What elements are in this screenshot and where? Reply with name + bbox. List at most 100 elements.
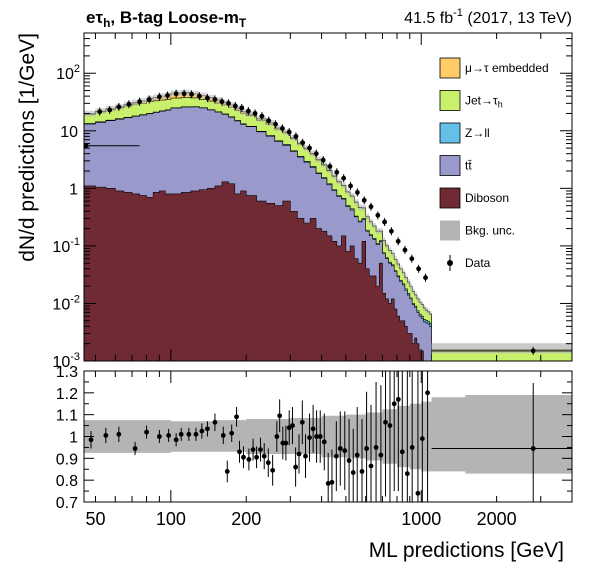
- ratio-point: [261, 453, 267, 459]
- ratio-point: [364, 446, 369, 451]
- ratio-point: [391, 401, 397, 407]
- data-point: [382, 219, 388, 225]
- data-point: [137, 99, 142, 105]
- main-ytick-label: 1: [69, 181, 78, 198]
- ratio-point: [250, 447, 256, 452]
- ratio-point: [283, 440, 289, 446]
- data-point: [286, 129, 292, 135]
- data-point: [388, 228, 394, 234]
- ratio-point: [116, 431, 122, 437]
- main-x-ticks: [94, 33, 542, 361]
- data-point: [375, 212, 381, 218]
- ratio-point: [258, 447, 263, 452]
- data-point: [313, 151, 319, 157]
- ratio-point: [333, 453, 339, 459]
- legend-marker-data: [447, 260, 453, 266]
- legend-label-ttbar: tt̄: [465, 159, 472, 173]
- data-point: [300, 140, 306, 146]
- data-point: [165, 93, 170, 98]
- ratio-point: [212, 419, 218, 425]
- ratio-point: [342, 448, 348, 454]
- ratio-xtick-label: 2000: [477, 509, 517, 529]
- legend-label-diboson: Diboson: [465, 191, 509, 205]
- data-point: [126, 101, 132, 107]
- ratio-point: [404, 471, 410, 477]
- data-point: [245, 108, 251, 114]
- data-point: [173, 91, 179, 97]
- ratio-ytick-label: 1: [69, 430, 78, 447]
- data-point: [239, 105, 245, 111]
- ratio-point: [299, 419, 305, 425]
- ratio-ytick-label: 0.9: [56, 451, 78, 468]
- ratio-xtick-label: 200: [231, 509, 261, 529]
- ratio-point: [321, 439, 327, 445]
- main-ytick-label: 10-2: [52, 293, 80, 313]
- legend: μ→τ embedded Jet→τh Z→ll tt̄ Diboson Bkg. unc…: [439, 57, 549, 271]
- ratio-point: [199, 428, 205, 434]
- legend-label-zll: Z→ll: [465, 126, 490, 140]
- ratio-unc-area: [84, 395, 572, 474]
- data-point: [361, 197, 367, 203]
- ratio-point: [329, 479, 335, 485]
- ratio-point: [144, 429, 149, 435]
- data-point: [266, 118, 272, 124]
- ratio-point: [383, 419, 388, 425]
- data-point: [212, 97, 218, 102]
- data-point: [196, 93, 202, 99]
- channel-title: eτh, B-tag Loose-mT: [86, 8, 247, 30]
- data-point: [341, 175, 347, 181]
- ratio-point: [303, 453, 308, 459]
- ratio-point: [399, 449, 405, 455]
- data-point: [423, 275, 428, 281]
- ratio-ytick-label: 1.1: [56, 408, 78, 425]
- ratio-point: [307, 435, 312, 440]
- y-axis-label: dN/d predictions [1/GeV]: [16, 33, 39, 262]
- data-point: [83, 143, 89, 149]
- data-point: [205, 95, 210, 101]
- main-ytick-label: 102: [56, 63, 80, 83]
- ratio-point: [310, 426, 316, 432]
- x-axis-label: ML predictions [GeV]: [369, 539, 564, 562]
- legend-swatch-zll: [439, 122, 461, 144]
- ratio-point: [270, 467, 276, 473]
- data-point: [146, 97, 152, 102]
- ratio-y-ticks: 0.7 0.8 0.9 1 1.1 1.2 1.3: [56, 364, 572, 512]
- data-point: [97, 109, 103, 115]
- data-point: [252, 111, 258, 116]
- ratio-point: [293, 464, 299, 470]
- ratio-point: [229, 430, 235, 436]
- ratio-point: [290, 423, 295, 428]
- ratio-point: [246, 457, 252, 462]
- data-point: [116, 104, 122, 110]
- ratio-point: [265, 460, 271, 466]
- legend-label-data: Data: [465, 256, 491, 270]
- data-point: [409, 256, 415, 262]
- ratio-point: [237, 449, 242, 455]
- ratio-point: [205, 426, 210, 432]
- ratio-point: [224, 469, 230, 474]
- lumi-label: 41.5 fb-1 (2017, 13 TeV): [404, 7, 572, 27]
- ratio-ytick-label: 0.8: [56, 473, 78, 490]
- ratio-point: [277, 413, 283, 419]
- data-point: [368, 204, 374, 210]
- ratio-point: [325, 481, 331, 486]
- data-point: [226, 100, 231, 106]
- ratio-point: [419, 436, 425, 442]
- data-point: [416, 266, 421, 272]
- ratio-point: [241, 454, 246, 460]
- data-point: [320, 157, 326, 163]
- legend-label-jetfakes: Jet→τh: [465, 94, 503, 110]
- stack-diboson-area: [83, 181, 432, 362]
- data-point: [307, 145, 312, 151]
- data-point: [348, 183, 353, 189]
- ratio-point: [274, 434, 280, 439]
- ratio-ytick-label: 1.2: [56, 386, 78, 403]
- ratio-point: [314, 434, 319, 439]
- main-ytick-label: 10-3: [52, 351, 80, 371]
- ratio-point: [373, 445, 379, 450]
- data-point: [259, 113, 265, 119]
- ratio-ytick-label: 1.3: [56, 364, 78, 381]
- ratio-point: [193, 431, 199, 437]
- data-point: [273, 121, 278, 127]
- ratio-point: [350, 470, 356, 475]
